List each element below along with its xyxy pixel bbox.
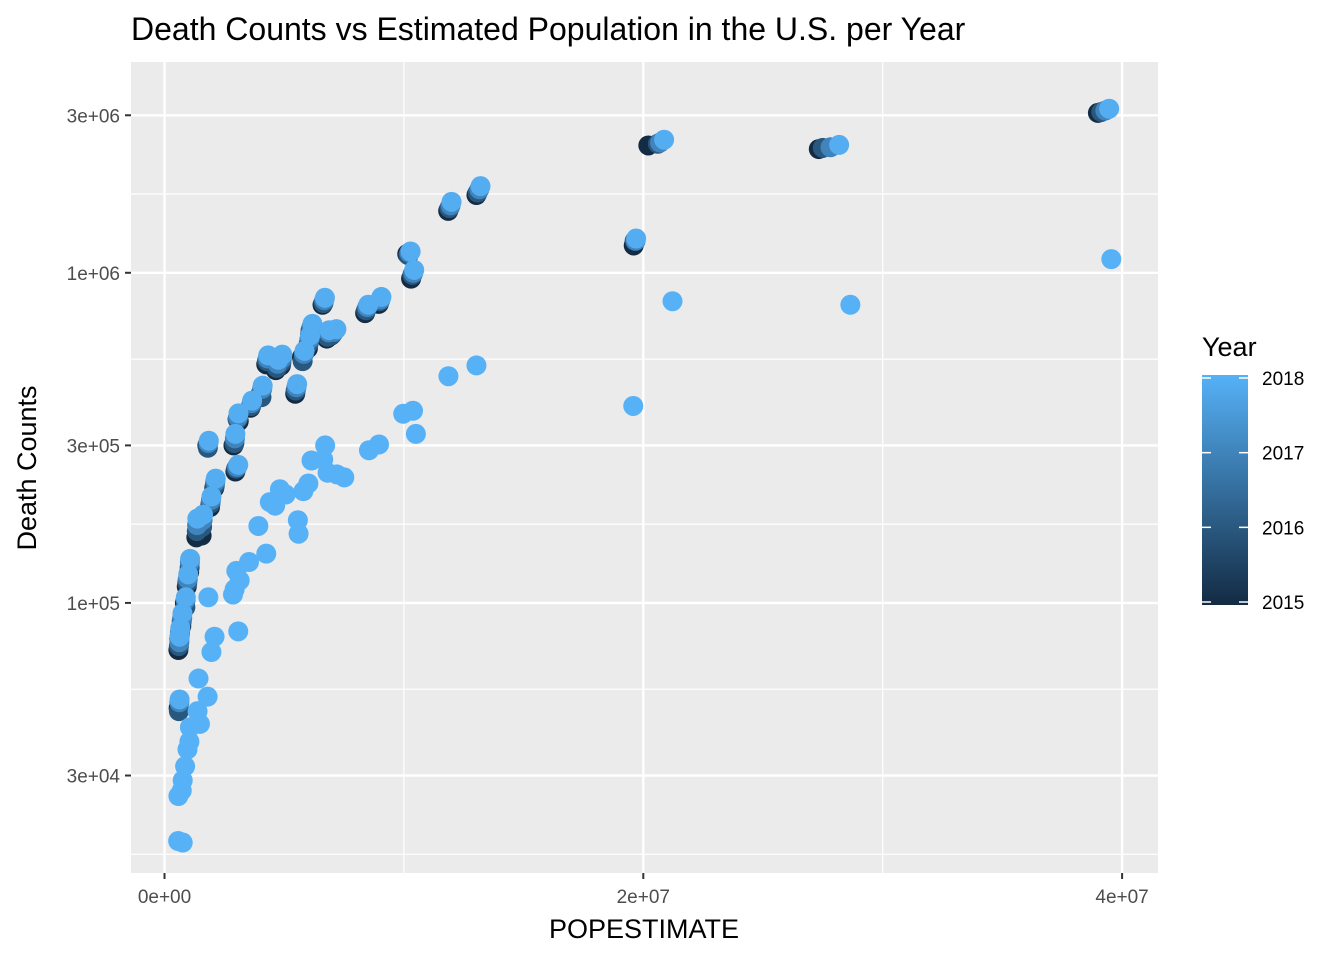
point-3-36 bbox=[1099, 98, 1120, 119]
point-4-29 bbox=[288, 523, 309, 544]
point-4-44 bbox=[466, 355, 487, 376]
point-3-31 bbox=[441, 191, 462, 212]
legend-label-0: 2018 bbox=[1262, 369, 1304, 390]
data-points bbox=[168, 98, 1122, 853]
point-4-34 bbox=[315, 435, 336, 456]
point-4-22 bbox=[248, 515, 269, 536]
point-3-6 bbox=[180, 548, 201, 569]
x-tick-label-1: 2e+07 bbox=[617, 887, 670, 908]
legend-label-1: 2017 bbox=[1262, 444, 1304, 465]
point-4-42 bbox=[405, 423, 426, 444]
point-4-37 bbox=[334, 467, 355, 488]
y-tick-label-0: 3e+04 bbox=[67, 767, 121, 788]
point-3-3 bbox=[172, 603, 193, 624]
point-4-39 bbox=[369, 434, 390, 455]
y-axis-title: Death Counts bbox=[12, 385, 42, 550]
point-3-16 bbox=[252, 375, 273, 396]
point-4-12 bbox=[197, 686, 218, 707]
point-3-21 bbox=[294, 340, 315, 361]
point-4-14 bbox=[204, 626, 225, 647]
point-3-30 bbox=[404, 259, 425, 280]
point-4-47 bbox=[840, 294, 861, 315]
point-4-46 bbox=[662, 291, 683, 312]
point-4-31 bbox=[298, 473, 319, 494]
point-3-13 bbox=[228, 454, 249, 475]
point-3-24 bbox=[314, 287, 335, 308]
point-3-29 bbox=[400, 241, 421, 262]
point-4-23 bbox=[256, 543, 277, 564]
point-3-2 bbox=[170, 617, 191, 638]
point-4-1 bbox=[172, 832, 193, 853]
x-tick-label-2: 4e+07 bbox=[1095, 887, 1148, 908]
point-4-20 bbox=[228, 621, 249, 642]
point-3-35 bbox=[829, 134, 850, 155]
legend-label-3: 2015 bbox=[1262, 593, 1304, 614]
point-3-33 bbox=[626, 228, 647, 249]
point-4-10 bbox=[189, 713, 210, 734]
point-3-12 bbox=[225, 423, 246, 444]
x-axis: 0e+00 2e+07 4e+07 bbox=[138, 873, 1149, 908]
point-4-15 bbox=[198, 587, 219, 608]
point-4-13 bbox=[201, 642, 222, 663]
point-3-14 bbox=[228, 403, 249, 424]
point-3-11 bbox=[205, 468, 226, 489]
legend-label-2: 2016 bbox=[1262, 518, 1304, 539]
point-4-48 bbox=[1101, 249, 1122, 270]
point-3-0 bbox=[169, 689, 190, 710]
x-axis-title: POPESTIMATE bbox=[549, 914, 739, 944]
chart-title: Death Counts vs Estimated Population in … bbox=[131, 11, 966, 47]
major-gridlines bbox=[131, 62, 1158, 873]
point-3-28 bbox=[371, 286, 392, 307]
point-3-8 bbox=[193, 504, 214, 525]
point-3-4 bbox=[175, 587, 196, 608]
y-tick-label-3: 1e+06 bbox=[67, 264, 120, 285]
point-3-9 bbox=[198, 430, 219, 451]
point-4-21 bbox=[239, 552, 260, 573]
point-4-5 bbox=[175, 756, 196, 777]
point-3-10 bbox=[201, 486, 222, 507]
y-axis: 3e+04 1e+05 3e+05 1e+06 3e+06 bbox=[67, 106, 131, 788]
legend-ticks: 2018 2017 2016 2015 bbox=[1202, 369, 1304, 614]
y-tick-label-1: 1e+05 bbox=[67, 594, 120, 615]
point-3-26 bbox=[326, 319, 347, 340]
color-legend: Year 2018 2017 2016 2015 bbox=[1202, 332, 1304, 614]
point-4-45 bbox=[623, 395, 644, 416]
point-3-20 bbox=[287, 374, 308, 395]
point-3-34 bbox=[654, 129, 675, 150]
y-tick-label-4: 3e+06 bbox=[67, 106, 120, 127]
legend-colorbar bbox=[1202, 375, 1248, 605]
point-3-19 bbox=[272, 344, 293, 365]
point-3-32 bbox=[470, 176, 491, 197]
point-3-23 bbox=[302, 313, 323, 334]
point-4-27 bbox=[275, 484, 296, 505]
point-4-11 bbox=[188, 668, 209, 689]
point-3-15 bbox=[242, 390, 263, 411]
point-3-5 bbox=[178, 564, 199, 585]
point-4-41 bbox=[403, 400, 424, 421]
point-4-43 bbox=[438, 366, 459, 387]
y-tick-label-2: 3e+05 bbox=[67, 436, 120, 457]
point-4-7 bbox=[179, 731, 200, 752]
legend-title: Year bbox=[1202, 332, 1257, 362]
x-tick-label-0: 0e+00 bbox=[138, 887, 191, 908]
